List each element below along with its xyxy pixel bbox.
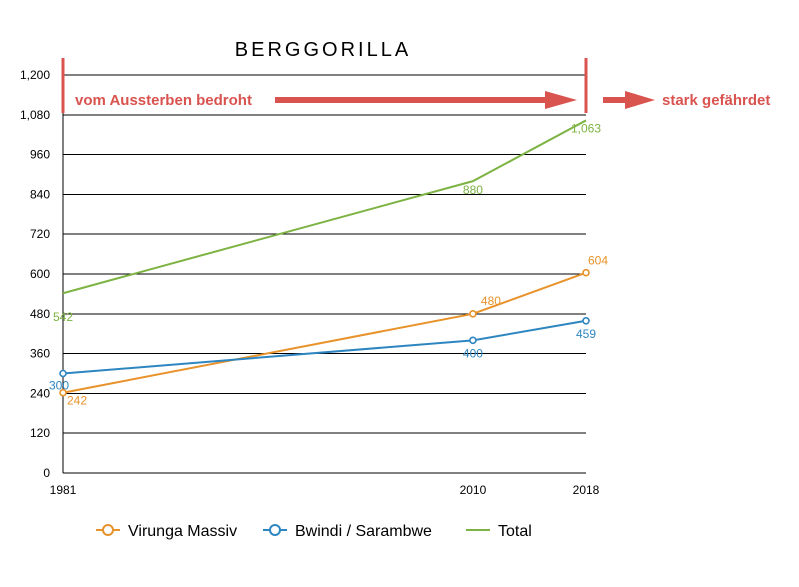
legend-marker: [269, 524, 281, 536]
grid: [62, 74, 586, 474]
data-label: 542: [53, 310, 73, 324]
legend-marker: [102, 524, 114, 536]
period-arrow-head: [545, 91, 577, 109]
period-arrow-shaft: [275, 97, 547, 103]
data-point: [469, 336, 477, 345]
y-tick-label: 120: [30, 426, 50, 440]
status-label: stark gefährdet: [662, 92, 770, 109]
y-tick-label: 1,080: [20, 108, 50, 122]
data-label: 300: [49, 379, 69, 393]
status-arrow-head: [625, 91, 655, 109]
y-tick-label: 600: [30, 267, 50, 281]
period-label: vom Aussterben bedroht: [75, 92, 252, 109]
data-label: 459: [576, 327, 596, 341]
x-tick-label: 2018: [573, 483, 600, 497]
data-label: 480: [481, 294, 501, 308]
data-point: [59, 388, 67, 397]
y-tick-label: 360: [30, 347, 50, 361]
legend-label: Bwindi / Sarambwe: [295, 523, 432, 540]
y-tick-label: 840: [30, 187, 50, 201]
legend-label: Virunga Massiv: [128, 523, 237, 540]
status-arrow-shaft: [603, 97, 627, 103]
y-tick-label: 240: [30, 386, 50, 400]
y-tick-label: 0: [43, 466, 50, 480]
legend-label: Total: [498, 523, 532, 540]
data-point: [582, 316, 590, 325]
y-tick-label: 480: [30, 307, 50, 321]
data-label: 400: [463, 346, 483, 360]
data-label: 242: [67, 394, 87, 408]
x-tick-label: 2010: [460, 483, 487, 497]
x-axis-ticks: 1981 2010 2018: [50, 483, 600, 497]
series: 242 480 604 300 400 459 542 880 1,063: [49, 119, 608, 408]
data-label: 880: [463, 183, 483, 197]
data-point: [59, 369, 67, 378]
series-line: [62, 271, 587, 394]
data-point: [582, 268, 590, 277]
y-tick-label: 960: [30, 148, 50, 162]
data-label: 604: [588, 254, 608, 268]
data-label: 1,063: [571, 121, 601, 135]
y-tick-label: 1,200: [20, 68, 50, 82]
x-tick-label: 1981: [50, 483, 77, 497]
annotations: vom Aussterben bedroht stark gefährdet: [61, 58, 770, 113]
legend: Virunga Massiv Bwindi / Sarambwe Total: [96, 523, 532, 540]
series-line: [62, 119, 587, 295]
data-point: [469, 309, 477, 318]
series-line: [62, 319, 587, 375]
y-axis-ticks: 0 120 240 360 480 600 720 840 960 1,080 1,200: [20, 68, 50, 480]
y-tick-label: 720: [30, 227, 50, 241]
chart-title: BERGGORILLA: [235, 39, 411, 61]
